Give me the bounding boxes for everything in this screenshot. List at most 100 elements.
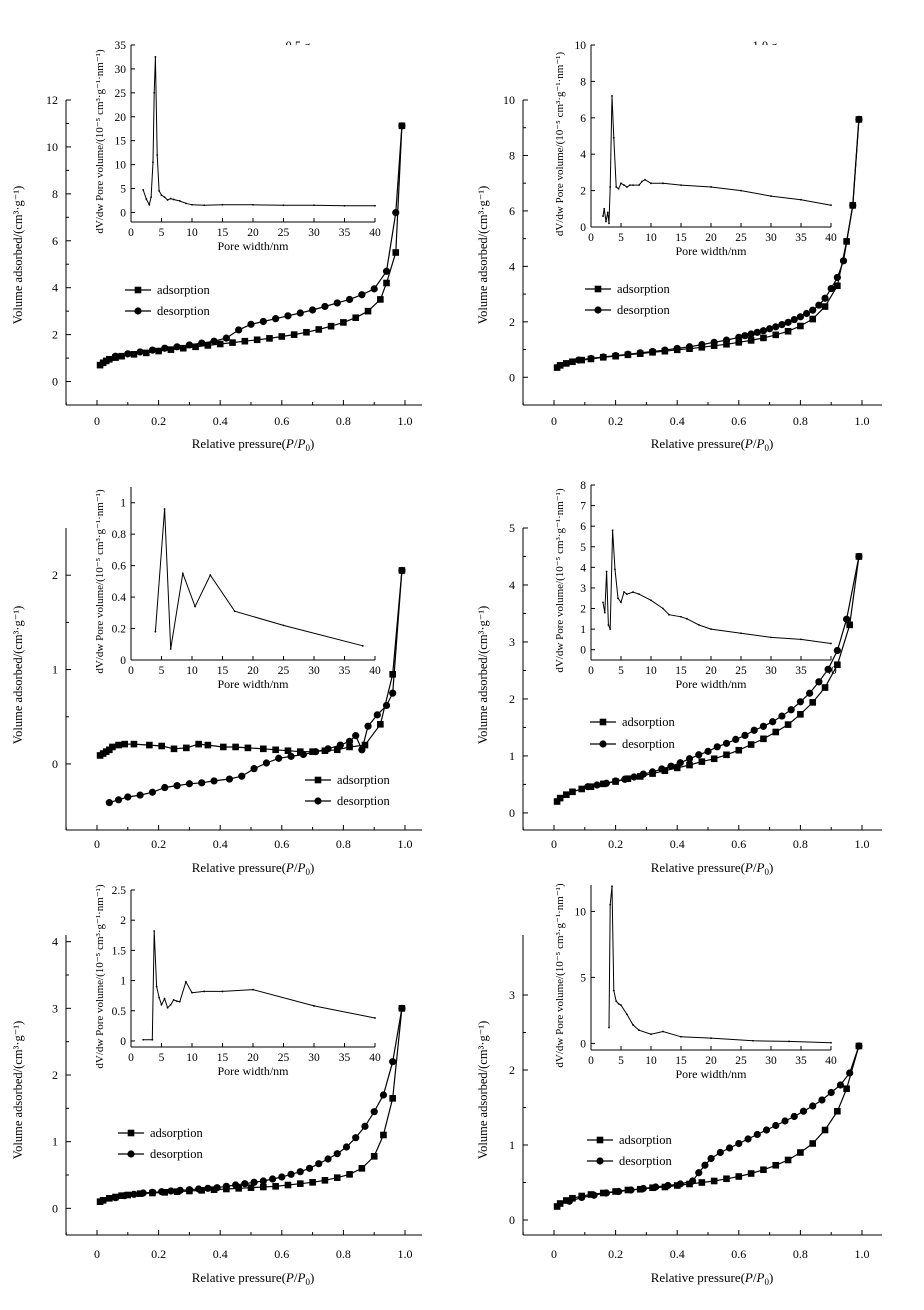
main-y-tick-label: 10 <box>46 140 58 154</box>
inset-x-axis-label: Pore width/nm <box>676 677 748 691</box>
desorption-point <box>222 1182 230 1190</box>
desorption-point <box>747 330 755 338</box>
main-y-tick-label: 1 <box>509 1138 515 1152</box>
x-label-part: ) <box>310 860 314 875</box>
inset-y-axis-label: dV/dw Pore volume/(10⁻⁵ cm³·g⁻¹·nm⁻¹) <box>94 49 106 234</box>
inset-x-tick-label: 5 <box>618 665 624 677</box>
inset-y-tick-label: 10 <box>575 906 587 918</box>
desorption-point <box>750 726 758 734</box>
inset-point <box>374 204 376 207</box>
inset-y-tick-label: 7 <box>580 501 586 513</box>
adsorption-point <box>797 1149 804 1156</box>
desorption-point <box>389 689 397 697</box>
x-label-part: 0 <box>764 867 769 877</box>
inset-y-tick-label: 0 <box>120 1036 126 1048</box>
legend-marker-adsorption <box>134 286 142 294</box>
desorption-point <box>855 1042 863 1050</box>
inset-series-line <box>602 95 832 224</box>
adsorption-point <box>321 1177 329 1184</box>
main-y-tick-label: 4 <box>52 281 58 295</box>
desorption-point <box>278 1173 286 1181</box>
desorption-point <box>735 333 743 341</box>
desorption-point <box>802 309 811 318</box>
inset-y-tick-label: 0 <box>580 222 586 234</box>
main-x-tick-label: 0.4 <box>213 414 228 428</box>
inset-y-tick-label: 4 <box>580 149 586 161</box>
main-x-tick-label: 0.8 <box>793 414 808 428</box>
desorption-point <box>778 320 786 329</box>
desorption-point <box>398 122 406 130</box>
desorption-point <box>685 755 694 763</box>
desorption-point <box>287 752 295 760</box>
adsorption-point <box>821 303 829 310</box>
desorption-point <box>262 759 270 767</box>
desorption-point <box>185 1186 193 1194</box>
main-x-tick-label: 0 <box>551 1247 557 1261</box>
adsorption-point <box>553 798 561 805</box>
main-x-tick-label: 0 <box>94 837 100 851</box>
desorption-point <box>124 350 132 358</box>
desorption-point <box>722 336 731 344</box>
x-label-part: ) <box>769 436 773 451</box>
inset-chart: 0 5 10 15 20 25 30 35 40 0 5 10 15 20 25 30 35 Pore width… <box>94 40 381 253</box>
desorption-point <box>324 1155 332 1163</box>
desorption-point <box>821 294 829 302</box>
inset-x-tick-label: 20 <box>247 1052 259 1064</box>
inset-point <box>166 199 169 201</box>
desorption-point <box>612 777 620 785</box>
adsorption-point <box>296 1180 304 1187</box>
desorption-point <box>259 1177 267 1185</box>
main-y-tick-label: 6 <box>52 234 58 248</box>
inset-point <box>203 990 206 993</box>
adsorption-point <box>563 360 570 367</box>
adsorption-point <box>260 745 267 753</box>
desorption-point <box>673 344 681 353</box>
desorption-point <box>809 1102 817 1110</box>
main-x-tick-label: 0.2 <box>151 1247 166 1261</box>
inset-point <box>638 1029 640 1032</box>
inset-x-tick-label: 30 <box>308 1052 320 1064</box>
adsorption-point <box>389 1095 396 1102</box>
adsorption-point <box>735 746 743 754</box>
legend-label-adsorption: adsorption <box>157 283 211 297</box>
desorption-point <box>849 201 857 209</box>
desorption-point <box>158 1188 166 1196</box>
desorption-point <box>575 356 583 364</box>
inset-point <box>615 186 618 188</box>
adsorption-point <box>309 1179 316 1186</box>
desorption-point <box>796 698 805 706</box>
inset-point <box>282 624 285 627</box>
legend-label-desorption: desorption <box>337 794 391 808</box>
main-y-axis-label: Volume adsorbed/(cm³·g⁻¹) <box>11 1021 25 1159</box>
inset-point <box>686 617 688 620</box>
inset-point <box>602 601 604 604</box>
adsorption-point <box>834 1107 841 1115</box>
desorption-point <box>707 1154 715 1163</box>
desorption-point <box>176 1186 184 1194</box>
x-label-part: P <box>756 1270 765 1285</box>
inset-point <box>650 182 652 185</box>
desorption-point <box>382 701 391 710</box>
adsorption-point <box>247 1184 255 1191</box>
adsorption-point <box>142 349 150 357</box>
adsorption-point <box>146 741 153 749</box>
x-label-part: P <box>744 436 753 451</box>
inset-point <box>620 182 622 185</box>
desorption-point <box>111 1194 120 1202</box>
desorption-point <box>272 315 280 323</box>
desorption-point <box>204 1184 212 1192</box>
inset-y-tick-label: 15 <box>115 136 127 148</box>
adsorption-point <box>556 794 564 802</box>
legend-marker-adsorption <box>596 1136 604 1144</box>
legend-label-adsorption: adsorption <box>150 1126 204 1140</box>
desorption-point <box>772 323 780 331</box>
inset-x-tick-label: 10 <box>645 232 657 244</box>
inset-point <box>644 178 646 181</box>
inset-point <box>191 991 193 994</box>
main-y-tick-label: 3 <box>509 988 515 1002</box>
panel-4: 0 1 2 3 4 5 0 0.2 0.4 0.6 0.8 1.0 Volume adsorbed/(c… <box>476 480 882 877</box>
adsorption-point <box>821 684 829 691</box>
legend-marker-adsorption <box>314 776 322 784</box>
inset-point <box>650 599 652 602</box>
adsorption-point <box>99 1197 107 1204</box>
